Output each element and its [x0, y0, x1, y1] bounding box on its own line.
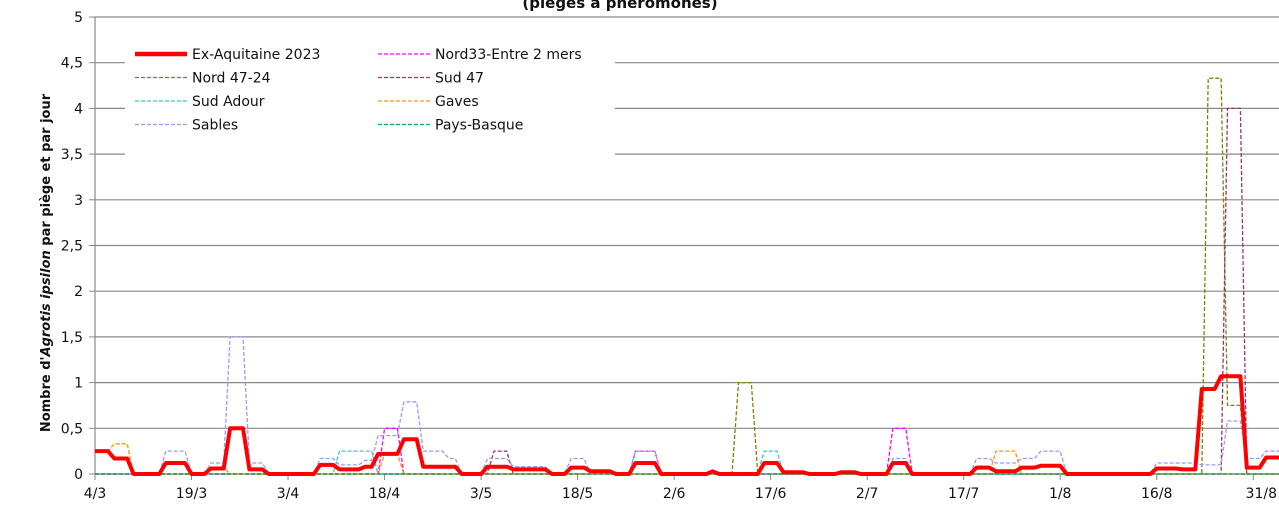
x-tick-label: 19/3	[176, 486, 207, 502]
y-axis-label: Nombre d'Agrotis ipsilon par piège et pa…	[39, 93, 54, 432]
legend-label: Gaves	[435, 94, 479, 110]
y-tick-label: 1	[74, 376, 83, 392]
legend-label: Ex-Aquitaine 2023	[192, 47, 320, 63]
x-tick-label: 17/6	[755, 486, 787, 502]
legend-label: Nord 47-24	[192, 71, 271, 87]
legend-label: Sud 47	[435, 71, 484, 87]
chart-title: (pièges à phéromones)	[522, 0, 717, 12]
series-line-nord33-entre-2-mers	[95, 427, 1279, 475]
y-tick-label: 2,5	[61, 239, 83, 255]
x-tick-label: 18/5	[562, 486, 593, 502]
series-line-ex-aquitaine-2023	[95, 374, 1279, 476]
legend-label: Sables	[192, 118, 238, 134]
x-tick-label: 17/7	[948, 486, 979, 502]
x-tick-label: 3/5	[470, 486, 493, 502]
y-tick-label: 0,5	[61, 421, 83, 437]
x-tick-label: 2/6	[663, 486, 686, 502]
x-tick-label: 31/8	[1246, 486, 1277, 502]
legend-box	[125, 40, 615, 158]
series-lines	[95, 77, 1279, 476]
x-tick-label: 18/4	[369, 486, 401, 502]
legend-label: Sud Adour	[192, 94, 265, 110]
x-tick-label: 4/3	[84, 486, 107, 502]
y-tick-label: 2	[74, 284, 83, 300]
y-tick-label: 4	[74, 101, 83, 117]
x-tick-label: 1/8	[1049, 486, 1072, 502]
y-tick-label: 1,5	[61, 330, 83, 346]
x-tick-label: 2/7	[856, 486, 879, 502]
y-tick-label: 5	[74, 10, 83, 26]
y-tick-label: 3	[74, 193, 83, 209]
y-tick-label: 0	[74, 467, 83, 483]
legend: Ex-Aquitaine 2023 Nord 47-24 Sud Adour Sabl…	[125, 40, 615, 158]
x-tick-label: 3/4	[277, 486, 300, 502]
x-tick-labels: 4/3 19/3 3/4 18/4 3/5 18/5 2/6 17/6 2/7 17/7 1/8 16…	[84, 486, 1277, 502]
y-tick-label: 4,5	[61, 56, 83, 72]
legend-label: Pays-Basque	[435, 118, 523, 134]
legend-label: Nord33-Entre 2 mers	[435, 47, 582, 63]
y-tick-labels: 0 0,5 1 1,5 2 2,5 3 3,5 4 4,5 5	[61, 10, 83, 483]
x-tick-label: 16/8	[1141, 486, 1172, 502]
y-tick-label: 3,5	[61, 147, 83, 163]
